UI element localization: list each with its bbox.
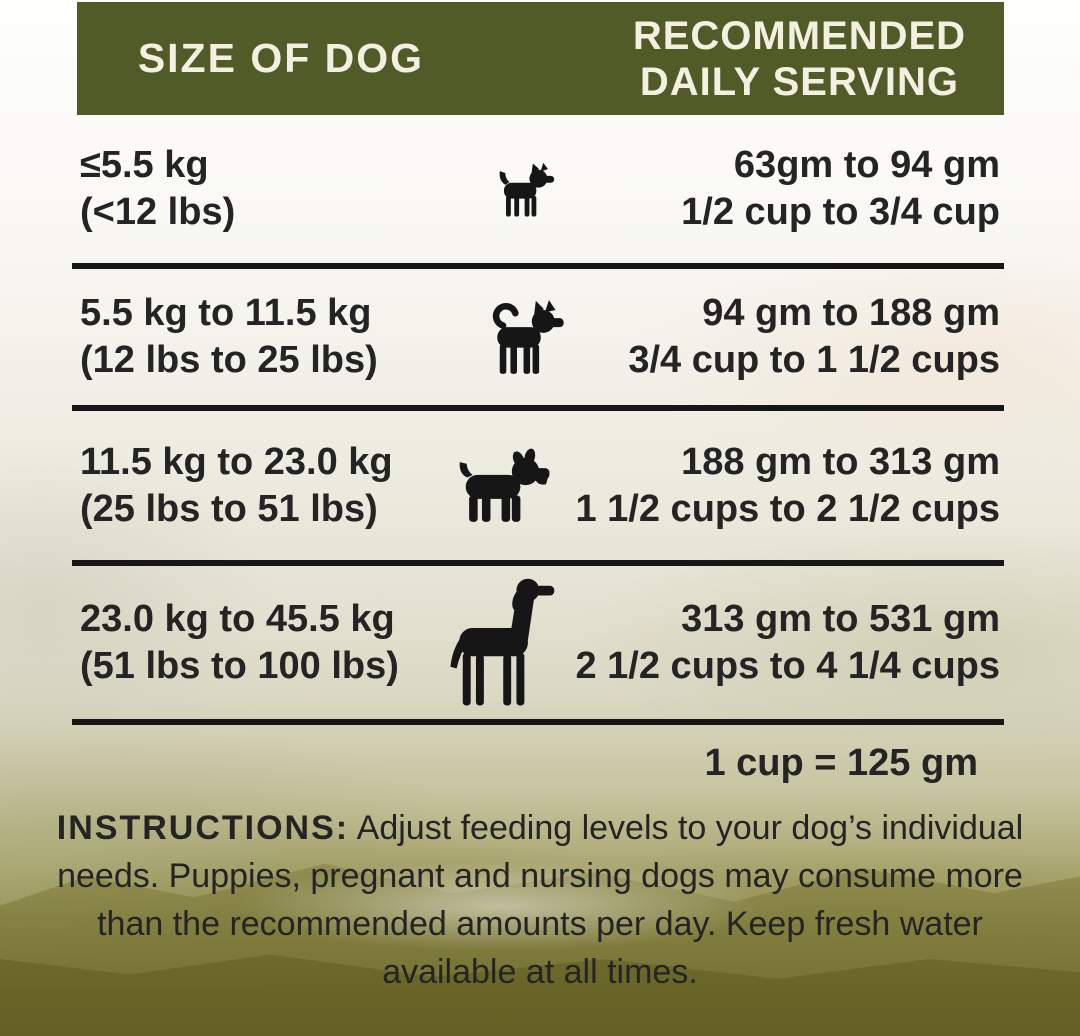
size-metric: 5.5 kg to 11.5 kg: [80, 292, 372, 334]
large-dog-icon: [450, 578, 555, 705]
serving-cups: 2 1/2 cups to 4 1/4 cups: [575, 644, 1000, 687]
dog-size-cell: 11.5 kg to 23.0 kg (25 lbs to 51 lbs): [72, 439, 434, 533]
row-divider: [72, 405, 1004, 411]
row-divider: [72, 719, 1004, 725]
serving-weight: 188 gm to 313 gm: [681, 440, 1000, 483]
serving-cups: 3/4 cup to 1 1/2 cups: [628, 339, 1000, 381]
recommended-serving-header: RECOMMENDED DAILY SERVING: [485, 2, 1004, 115]
dog-icon-cell: [434, 445, 575, 527]
serving-cell: 94 gm to 188 gm 3/4 cup to 1 1/2 cups: [600, 290, 1004, 384]
dog-size-cell: 5.5 kg to 11.5 kg (12 lbs to 25 lbs): [72, 290, 452, 384]
background-hills-near: [0, 954, 1080, 1036]
dog-icon-cell: [452, 156, 600, 222]
serving-cups: 1/2 cup to 3/4 cup: [681, 191, 1000, 233]
cup-conversion-note: 1 cup = 125 gm: [704, 741, 978, 784]
recommended-serving-header-line2: DAILY SERVING: [639, 59, 959, 104]
dog-icon-cell: [434, 577, 575, 709]
dog-size-cell: ≤5.5 kg (<12 lbs): [72, 142, 452, 236]
size-of-dog-header: SIZE OF DOG: [137, 35, 425, 81]
serving-cups: 1 1/2 cups to 2 1/2 cups: [575, 487, 1000, 530]
small-dog-icon: [499, 162, 555, 217]
size-imperial: (51 lbs to 100 lbs): [80, 644, 399, 687]
medium-small-dog-icon: [492, 300, 564, 374]
dog-size-cell: 23.0 kg to 45.5 kg (51 lbs to 100 lbs): [72, 596, 434, 690]
table-row: ≤5.5 kg (<12 lbs) 63gm to 94: [72, 115, 1004, 263]
size-metric: 23.0 kg to 45.5 kg: [80, 597, 395, 640]
instructions-label: INSTRUCTIONS:: [56, 809, 350, 847]
table-row: 23.0 kg to 45.5 kg (51 lbs to 100 lbs): [72, 566, 1004, 719]
table-row: 11.5 kg to 23.0 kg (25 lbs to 51 lbs): [72, 411, 1004, 560]
serving-weight: 94 gm to 188 gm: [702, 292, 1000, 334]
serving-weight: 313 gm to 531 gm: [681, 597, 1000, 640]
medium-dog-icon: [459, 448, 550, 522]
serving-cell: 188 gm to 313 gm 1 1/2 cups to 2 1/2 cup…: [575, 439, 1004, 533]
size-metric: 11.5 kg to 23.0 kg: [80, 440, 393, 483]
table-header-bar: SIZE OF DOG RECOMMENDED DAILY SERVING: [77, 2, 1004, 115]
serving-weight: 63gm to 94 gm: [733, 144, 1000, 186]
serving-cell: 63gm to 94 gm 1/2 cup to 3/4 cup: [600, 142, 1004, 236]
table-row: 5.5 kg to 11.5 kg (12 lbs to 25 lbs): [72, 269, 1004, 405]
instructions-body: Adjust feeding levels to your dog’s indi…: [57, 809, 1024, 991]
dog-icon-cell: [452, 294, 600, 380]
row-divider: [72, 560, 1004, 566]
size-imperial: (12 lbs to 25 lbs): [80, 339, 378, 381]
instructions-paragraph: INSTRUCTIONS: Adjust feeding levels to y…: [55, 804, 1025, 996]
size-imperial: (<12 lbs): [80, 191, 236, 233]
recommended-serving-header-line1: RECOMMENDED: [632, 13, 967, 58]
serving-cell: 313 gm to 531 gm 2 1/2 cups to 4 1/4 cup…: [575, 596, 1004, 690]
background-mist: [150, 846, 850, 966]
row-divider: [72, 263, 1004, 269]
size-metric: ≤5.5 kg: [80, 144, 209, 186]
feeding-table: SIZE OF DOG RECOMMENDED DAILY SERVING ≤5…: [72, 0, 1004, 801]
size-imperial: (25 lbs to 51 lbs): [80, 487, 378, 530]
